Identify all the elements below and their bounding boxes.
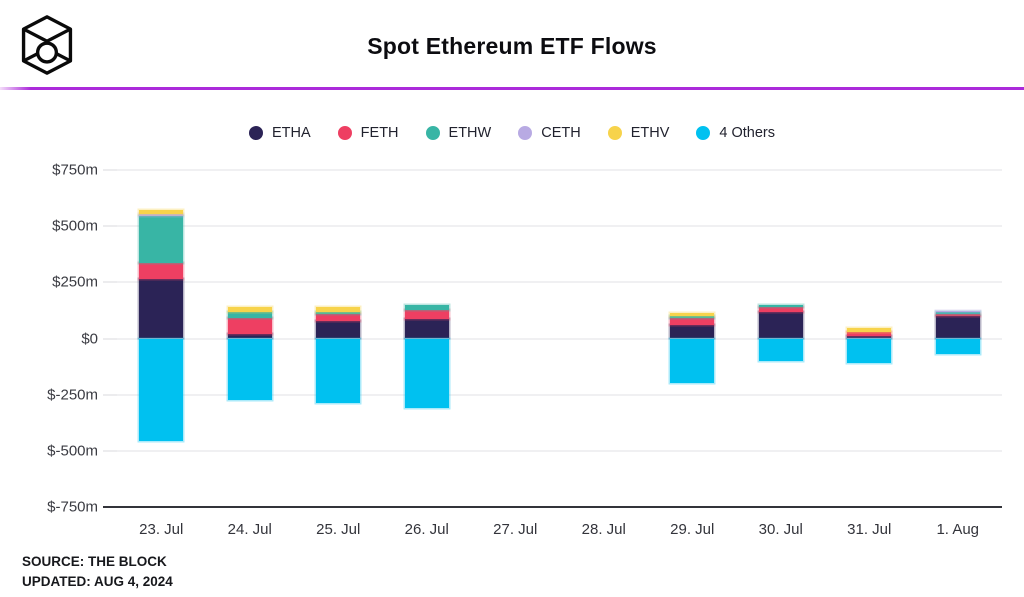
gridline: [117, 225, 1002, 228]
gridline: [117, 393, 1002, 396]
legend-dot-icon: [425, 126, 440, 140]
legend-dot-icon: [337, 126, 352, 140]
y-axis-label: $250m: [52, 273, 98, 291]
legend-dot-icon: [607, 126, 622, 140]
updated-text: UPDATED: AUG 4, 2024: [22, 573, 173, 589]
bar-segment-4-others: [316, 338, 361, 403]
bar-segment-etha: [227, 334, 272, 339]
legend-label: ETHA: [272, 125, 311, 141]
legend-label: 4 Others: [719, 125, 775, 141]
legend-item-ceth[interactable]: CETH: [518, 125, 581, 141]
bar-segment-ethv: [847, 328, 892, 332]
legend-dot-icon: [249, 126, 263, 140]
x-axis-label: 27. Jul: [493, 521, 538, 538]
legend-item-ethv[interactable]: ETHV: [607, 125, 670, 141]
gridline: [117, 449, 1002, 452]
bar-segment-4-others: [847, 338, 892, 364]
bar-segment-ethv: [139, 209, 184, 214]
y-axis-tick: [103, 225, 117, 228]
source-text: SOURCE: THE BLOCK: [22, 554, 167, 569]
bar-segment-feth: [139, 262, 184, 279]
bar-segment-ethw: [758, 304, 803, 308]
header-divider: [0, 87, 1024, 90]
bar-segment-ethv: [227, 307, 272, 312]
legend-label: ETHW: [448, 125, 492, 141]
x-axis-label: 29. Jul: [670, 521, 715, 538]
bar-segment-ethv: [316, 307, 361, 312]
gridline: [117, 337, 1002, 340]
y-axis-label: $-500m: [47, 442, 98, 460]
x-axis-label: 24. Jul: [227, 521, 272, 538]
legend-label: FETH: [360, 125, 399, 141]
bar-segment-feth: [316, 314, 361, 322]
legend-item-4-others[interactable]: 4 Others: [696, 125, 775, 141]
x-axis-label: 25. Jul: [316, 521, 361, 538]
bar-segment-etha: [139, 278, 184, 339]
bar-segment-etha: [758, 311, 803, 339]
bar-segment-etha: [847, 336, 892, 339]
bar-segment-feth: [670, 318, 715, 325]
bar-segment-ethw: [935, 312, 980, 315]
y-axis-label: $0: [81, 330, 98, 347]
x-axis-label: 30. Jul: [758, 521, 803, 538]
bar-segment-4-others: [404, 338, 449, 409]
bar-segment-etha: [670, 325, 715, 339]
bar-segment-feth: [227, 318, 272, 335]
y-axis-tick: [103, 449, 117, 452]
y-axis-tick: [103, 393, 117, 396]
y-axis-label: $-750m: [47, 498, 98, 516]
the-block-logo: [21, 15, 73, 75]
bar-segment-4-others: [139, 338, 184, 441]
x-axis-label: 28. Jul: [581, 521, 626, 538]
bar-segment-etha: [404, 318, 449, 339]
y-axis-tick: [103, 169, 117, 171]
y-axis-label: $500m: [52, 217, 98, 235]
x-axis-label: 31. Jul: [847, 521, 892, 538]
legend-item-feth[interactable]: FETH: [337, 125, 399, 141]
bar-segment-4-others: [758, 338, 803, 361]
bar-segment-feth: [935, 314, 980, 317]
bar-segment-ethw: [316, 311, 361, 315]
bar-segment-4-others: [935, 338, 980, 355]
gridline: [117, 281, 1002, 284]
legend-dot-icon: [696, 126, 711, 140]
bar-segment-ceth: [935, 311, 980, 313]
legend-item-ethw[interactable]: ETHW: [425, 125, 492, 141]
y-axis-label: $-250m: [47, 386, 98, 404]
gridline: [117, 169, 1002, 171]
x-axis-label: 23. Jul: [139, 521, 184, 538]
y-axis-label: $750m: [52, 161, 98, 179]
legend: ETHA FETH ETHW CETH ETHV 4 Others: [0, 120, 1024, 146]
bar-segment-ceth: [139, 213, 184, 216]
legend-label: ETHV: [630, 125, 670, 141]
x-axis-line: [117, 506, 1002, 508]
bar-segment-ethw: [227, 311, 272, 319]
legend-dot-icon: [518, 126, 533, 140]
y-axis-tick: [103, 337, 117, 340]
x-axis-label: 26. Jul: [404, 521, 449, 538]
bar-segment-feth: [847, 331, 892, 337]
bar-segment-4-others: [670, 338, 715, 384]
bar-segment-ethv: [670, 313, 715, 317]
legend-item-etha[interactable]: ETHA: [249, 125, 311, 141]
bar-segment-ethw: [139, 215, 184, 263]
x-axis-label: 1. Aug: [936, 521, 980, 538]
bar-segment-4-others: [227, 338, 272, 401]
bar-segment-ethw: [670, 316, 715, 319]
page-title: Spot Ethereum ETF Flows: [367, 33, 657, 59]
legend-label: CETH: [541, 125, 581, 141]
bar-segment-ethw: [404, 304, 449, 310]
chart-footer: SOURCE: THE BLOCK UPDATED: AUG 4, 2024: [22, 552, 173, 591]
bar-segment-feth: [758, 307, 803, 312]
y-axis-tick: [103, 506, 117, 508]
bar-segment-etha: [316, 321, 361, 339]
y-axis-tick: [103, 281, 117, 284]
bar-segment-etha: [935, 316, 980, 339]
bar-segment-feth: [404, 309, 449, 319]
